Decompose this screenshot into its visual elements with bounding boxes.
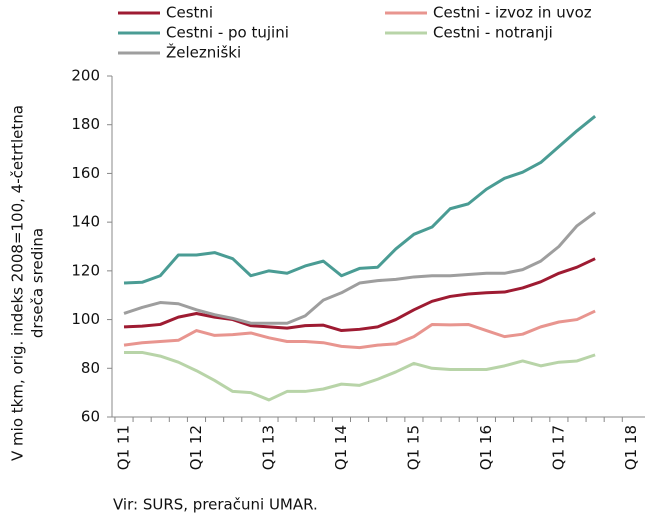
x-tick-label: Q1 13 — [259, 425, 277, 470]
series-line — [124, 350, 596, 402]
legend-label: Cestni — [166, 4, 213, 22]
y-tick-label: 60 — [81, 408, 100, 426]
x-tick-label: Q1 11 — [115, 425, 133, 470]
series-line — [123, 211, 597, 325]
y-axis-label: V mio tkm, orig. indeks 2008=100, 4-četr… — [9, 105, 27, 461]
legend-label: Železniški — [166, 43, 241, 62]
y-axis-label: drseča sredina — [29, 228, 47, 338]
series-line — [123, 257, 596, 333]
y-tick-label: 160 — [71, 164, 100, 182]
series-line — [123, 115, 597, 285]
legend-label: Cestni - izvoz in uvoz — [433, 4, 592, 22]
y-tick-label: 80 — [81, 359, 100, 377]
x-tick-label: Q1 12 — [187, 425, 205, 470]
legend-label: Cestni - po tujini — [166, 24, 289, 42]
series-line — [123, 309, 596, 350]
x-tick-label: Q1 18 — [622, 425, 640, 470]
y-tick-label: 100 — [71, 310, 100, 328]
y-tick-label: 120 — [71, 261, 100, 279]
legend-label: Cestni - notranji — [433, 24, 553, 42]
x-tick-label: Q1 14 — [332, 425, 350, 470]
x-tick-label: Q1 16 — [477, 425, 495, 470]
y-tick-label: 180 — [71, 115, 100, 133]
x-tick-label: Q1 17 — [549, 425, 567, 470]
y-tick-label: 200 — [71, 67, 100, 85]
x-tick-label: Q1 15 — [404, 425, 422, 470]
y-tick-label: 140 — [71, 213, 100, 231]
source: Vir: SURS, preračuni UMAR. — [113, 496, 318, 514]
